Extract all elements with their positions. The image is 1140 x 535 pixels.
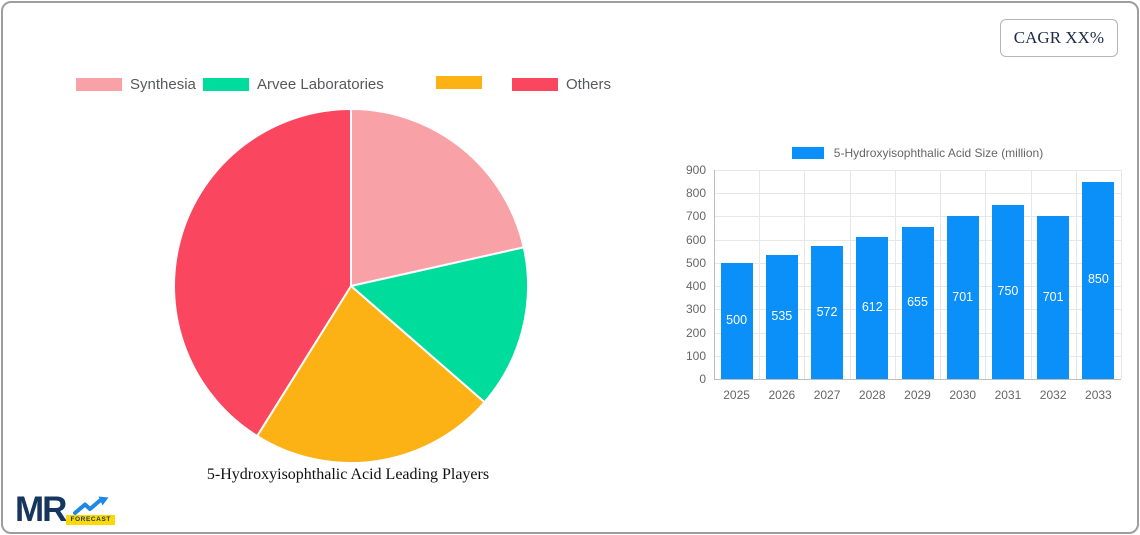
bar-2025[interactable] [720,262,753,379]
y-axis-tick-label: 900 [685,163,706,177]
gridline-vertical [759,170,761,379]
x-axis-tick-label: 2031 [994,388,1022,402]
y-axis-tick-label: 100 [685,348,706,363]
pie-slice-unlabeled[interactable] [256,285,486,464]
gridline-vertical [985,170,987,379]
cagr-badge[interactable]: CAGR XX% [999,19,1118,57]
bar-2032[interactable] [1037,216,1070,379]
gridline-horizontal [714,216,1121,218]
y-axis-tick-label: 0 [699,372,706,386]
pie-slice-others[interactable] [173,108,352,438]
gridline-vertical [804,170,806,379]
x-axis-tick-label: 2032 [1039,388,1067,402]
logo-forecast-text: FORECAST [66,514,115,525]
legend-label: Others [566,76,612,93]
bar-legend-item[interactable]: 5-Hydroxyisophthalic Acid Size (million) [714,146,1121,160]
bar-value-label: 701 [1042,289,1064,304]
bar-2033[interactable] [1082,181,1115,379]
x-axis-tick-label: 2033 [1085,388,1112,402]
y-axis-tick-label: 800 [685,186,706,201]
bar-legend-label: 5-Hydroxyisophthalic Acid Size (million) [833,146,1044,160]
mrforecast-logo: MR FORECAST [15,490,115,530]
pie-legend-item[interactable]: Arvee Laboratories [203,76,384,93]
bar-value-label: 701 [952,289,974,304]
gridline-vertical [1121,170,1122,379]
x-axis-tick-label: 2027 [813,388,841,402]
y-axis-tick-label: 700 [685,209,706,224]
pie-chart-title: 5-Hydroxyisophthalic Acid Leading Player… [206,466,490,483]
bar-value-label: 750 [997,283,1019,298]
x-axis-tick-label: 2026 [768,388,796,402]
bar-2030[interactable] [946,216,979,379]
bar-2026[interactable] [765,254,798,379]
bar-value-label: 655 [907,294,928,309]
bar-value-label: 612 [861,299,883,314]
y-axis-line [714,170,715,380]
gridline-vertical [940,170,942,379]
pie-legend-item[interactable] [436,76,490,89]
legend-label: Arvee Laboratories [257,76,384,93]
legend-swatch [203,78,249,91]
bar-value-label: 850 [1087,272,1109,287]
gridline-vertical [1075,170,1077,379]
x-axis-tick-label: 2025 [723,388,750,402]
gridline-vertical [894,170,896,379]
x-axis-tick-label: 2028 [858,388,886,402]
pie-slice-arvee-laboratories[interactable] [350,246,529,404]
y-axis-tick-label: 200 [685,325,706,340]
legend-label: Synthesia [130,76,196,93]
pie-legend-item[interactable]: Synthesia [76,76,196,93]
bar-value-label: 535 [771,308,793,323]
gridline-vertical [849,170,851,379]
trend-arrow-icon [72,496,109,515]
y-axis-tick-label: 300 [685,302,706,317]
bar-2028[interactable] [856,236,889,379]
legend-swatch [76,78,122,91]
gridline-horizontal [714,193,1121,195]
bar-value-label: 572 [816,304,838,319]
x-axis-tick-label: 2029 [904,388,931,402]
bar-2029[interactable] [901,226,934,379]
bar-value-label: 500 [726,312,748,327]
y-axis-tick-label: 500 [685,255,706,270]
x-axis-tick-label: 2030 [949,388,977,402]
gridline-vertical [1030,170,1032,379]
gridline-horizontal [714,170,1121,171]
bar-2027[interactable] [811,246,844,379]
bar-chart: 5-Hydroxyisophthalic Acid Size (million)… [686,140,1140,412]
x-axis-line [714,379,1121,380]
pie-slice-synthesia[interactable] [350,108,525,287]
y-axis-tick-label: 400 [685,279,706,294]
bar-2031[interactable] [991,204,1024,379]
legend-swatch [512,78,558,91]
y-axis-tick-label: 600 [685,232,706,247]
legend-swatch [436,76,482,89]
logo-mr-text: MR [15,490,67,530]
bar-legend-swatch [791,147,824,159]
pie-legend-item[interactable]: Others [512,76,611,93]
pie-chart [173,108,529,464]
